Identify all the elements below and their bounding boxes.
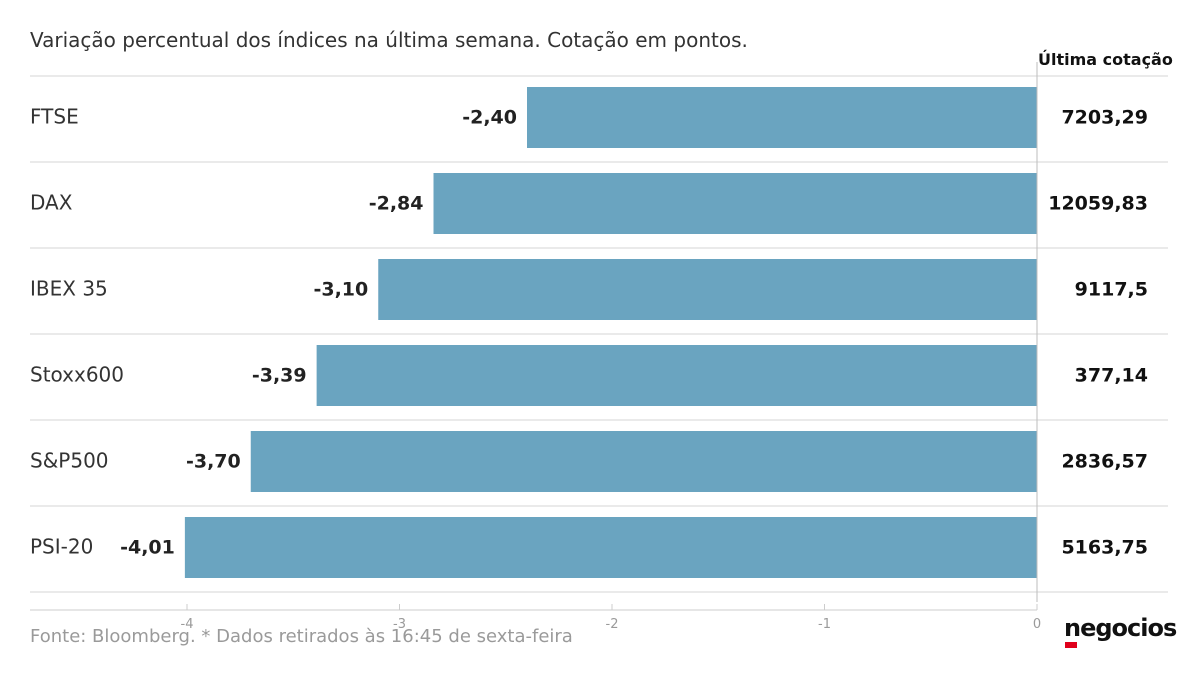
last-quote-value: 12059,83 [1048, 193, 1148, 215]
bar [184, 517, 1037, 578]
value-label: -3,39 [252, 365, 307, 387]
value-label: -2,40 [462, 107, 517, 129]
chart-subtitle: Variação percentual dos índices na últim… [30, 28, 748, 52]
last-quote-value: 5163,75 [1061, 537, 1148, 559]
category-label: IBEX 35 [30, 277, 108, 301]
last-quote-value: 2836,57 [1061, 451, 1148, 473]
bar [378, 259, 1037, 320]
bar [433, 173, 1037, 234]
last-quote-value: 7203,29 [1061, 107, 1148, 129]
value-label: -3,10 [313, 279, 368, 301]
source-note: Fonte: Bloomberg. * Dados retirados às 1… [30, 626, 573, 647]
last-quote-header: Última cotação [1038, 50, 1173, 69]
x-tick-label: 0 [1033, 617, 1041, 632]
category-label: PSI-20 [30, 535, 93, 559]
last-quote-value: 9117,5 [1075, 279, 1148, 301]
x-tick-label: -3 [393, 617, 406, 632]
category-label: Stoxx600 [30, 363, 124, 387]
value-label: -3,70 [186, 451, 241, 473]
bar [250, 431, 1037, 492]
bar [527, 87, 1037, 148]
x-tick-label: -4 [181, 617, 194, 632]
value-label: -4,01 [120, 537, 175, 559]
category-label: FTSE [30, 105, 79, 129]
logo-red-bar [1065, 642, 1077, 648]
value-label: -2,84 [369, 193, 424, 215]
category-label: S&P500 [30, 449, 109, 473]
x-tick-label: -1 [818, 617, 831, 632]
x-tick-label: -2 [606, 617, 619, 632]
bar [316, 345, 1037, 406]
last-quote-value: 377,14 [1075, 365, 1148, 387]
negocios-logo: negocios [1064, 614, 1192, 650]
logo-text: negocios [1064, 614, 1177, 642]
category-label: DAX [30, 191, 73, 215]
